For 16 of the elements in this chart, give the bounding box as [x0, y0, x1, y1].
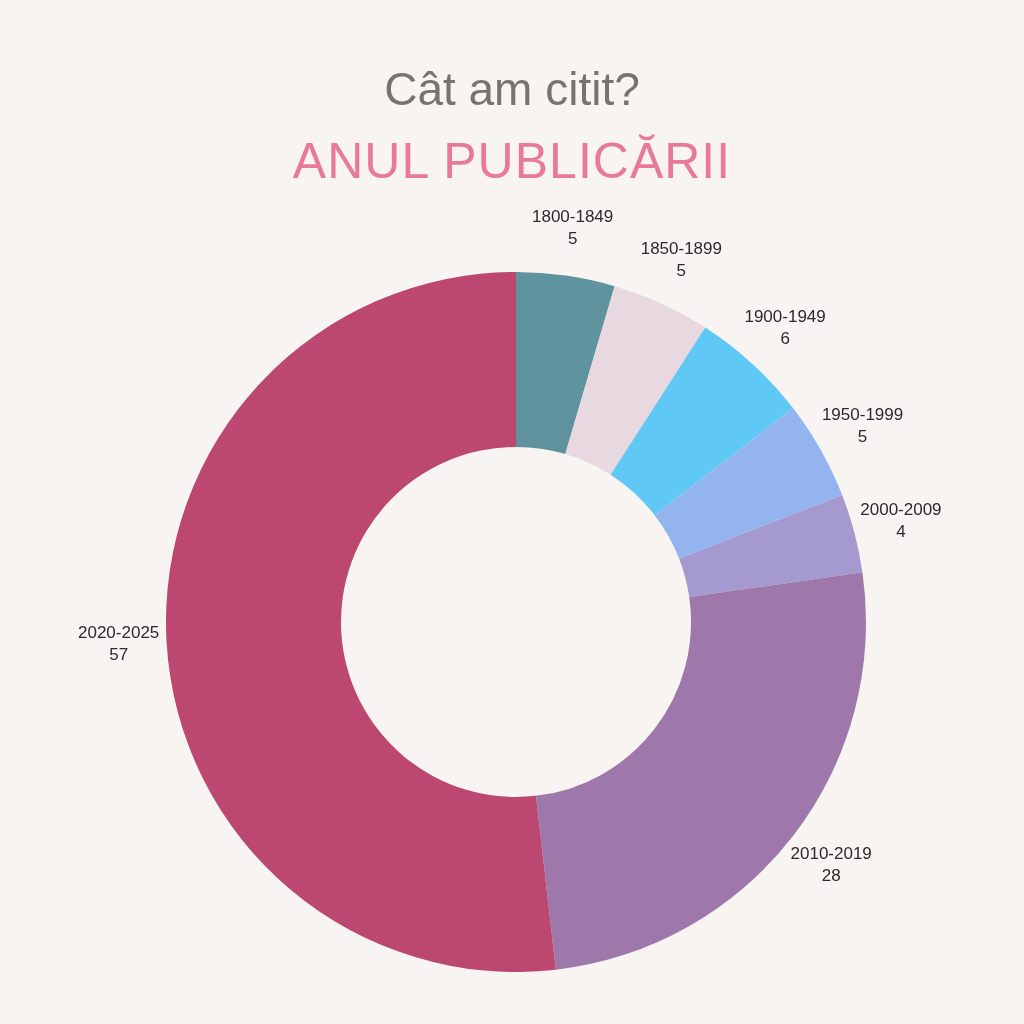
data-label: 5 — [567, 228, 578, 248]
data-label: 28 — [821, 865, 841, 885]
data-label: 5 — [857, 426, 868, 446]
data-label: 6 — [780, 329, 790, 349]
data-label: 57 — [109, 645, 129, 665]
slice-label: 1900-1949 — [744, 307, 826, 327]
slice-label: 1950-1999 — [821, 404, 904, 424]
slice-label: 1800-1849 — [531, 206, 614, 226]
slice-label: 2020-2025 — [77, 623, 160, 643]
slice-label: 2010-2019 — [790, 843, 872, 863]
data-label: 4 — [896, 521, 906, 541]
slice-label: 2000-2009 — [860, 499, 942, 519]
slice-label: 1850-1899 — [640, 238, 722, 258]
chart-title: Cât am citit? — [383, 62, 641, 116]
chart-subtitle: ANUL PUBLICĂRII — [291, 132, 733, 190]
data-label: 5 — [676, 260, 687, 280]
